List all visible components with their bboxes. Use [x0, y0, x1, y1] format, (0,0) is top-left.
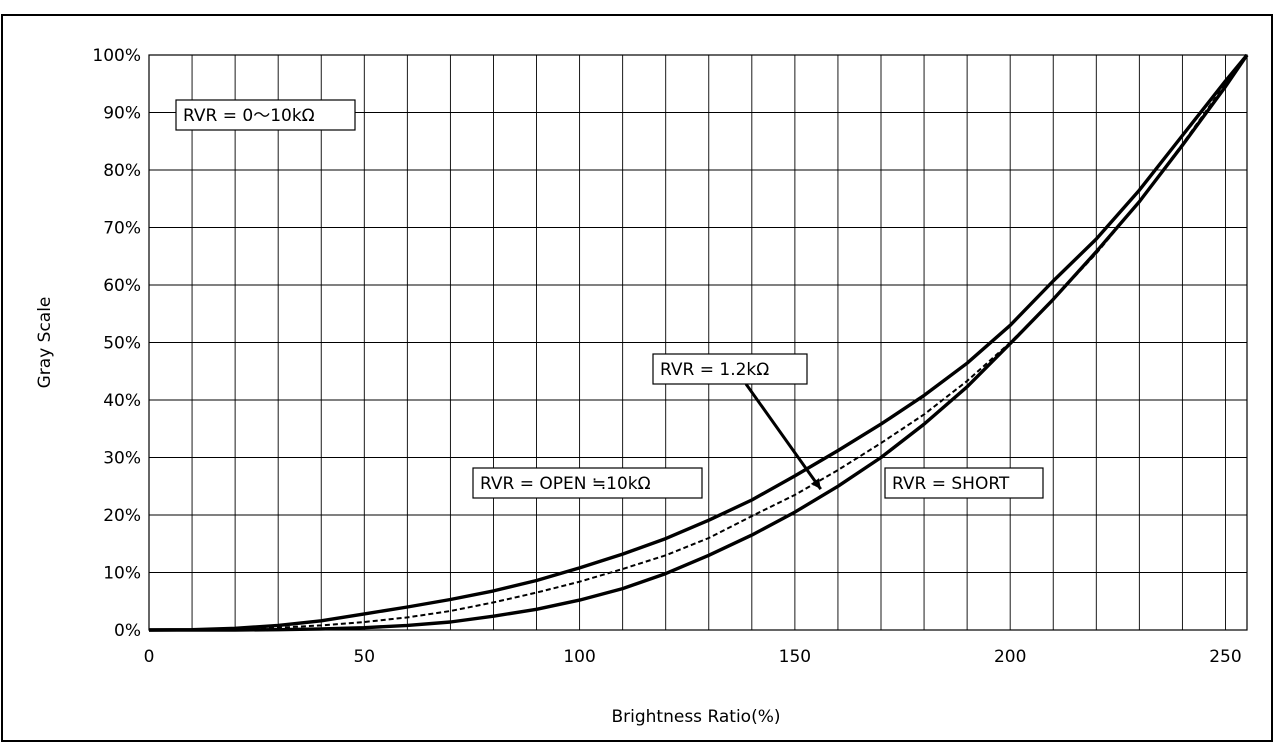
annotation-rvr-open: RVR = OPEN ≒10kΩ: [472, 467, 703, 499]
plot-border: [148, 54, 1248, 631]
y-tick-label: 70%: [103, 219, 141, 239]
series-line-3: [149, 54, 1249, 632]
x-tick-label: 0: [144, 647, 155, 667]
y-tick-label: 40%: [103, 391, 141, 411]
y-tick-label: 20%: [103, 506, 141, 526]
svg-text:RVR = 1.2kΩ: RVR = 1.2kΩ: [660, 360, 769, 380]
annotation-rvr-range: RVR = 0～10kΩ: [175, 99, 356, 131]
y-tick-label: 0%: [114, 621, 141, 641]
gray-scale-chart: 0% 10% 20% 30% 40% 50% 60% 70% 80% 90% 100% 0 50 100…: [35, 46, 1249, 727]
annotation-rvr-1-2k: RVR = 1.2kΩ: [652, 353, 822, 490]
series-line-1: [148, 53, 1249, 632]
x-axis-label: Brightness Ratio(%): [611, 707, 780, 727]
x-tick-label: 250: [1209, 647, 1241, 667]
svg-text:RVR = 0～10kΩ: RVR = 0～10kΩ: [183, 106, 315, 126]
svg-text:RVR = OPEN ≒10kΩ: RVR = OPEN ≒10kΩ: [480, 474, 651, 494]
y-tick-label: 50%: [103, 334, 141, 354]
annotation-arrow: [744, 383, 822, 490]
y-axis-label: Gray Scale: [35, 297, 55, 389]
x-tick-label: 50: [353, 647, 375, 667]
annotation-rvr-short: RVR = SHORT: [884, 467, 1044, 499]
svg-text:RVR = SHORT: RVR = SHORT: [892, 474, 1010, 494]
x-tick-label: 150: [779, 647, 811, 667]
y-tick-label: 60%: [103, 276, 141, 296]
y-tick-label: 10%: [103, 564, 141, 584]
y-tick-label: 80%: [103, 161, 141, 181]
y-tick-label: 30%: [103, 449, 141, 469]
chart-frame: 0% 10% 20% 30% 40% 50% 60% 70% 80% 90% 100% 0 50 100…: [1, 14, 1273, 742]
y-tick-label: 100%: [92, 46, 141, 66]
x-tick-label: 200: [994, 647, 1026, 667]
x-tick-label: 100: [563, 647, 595, 667]
y-tick-label: 90%: [103, 104, 141, 124]
